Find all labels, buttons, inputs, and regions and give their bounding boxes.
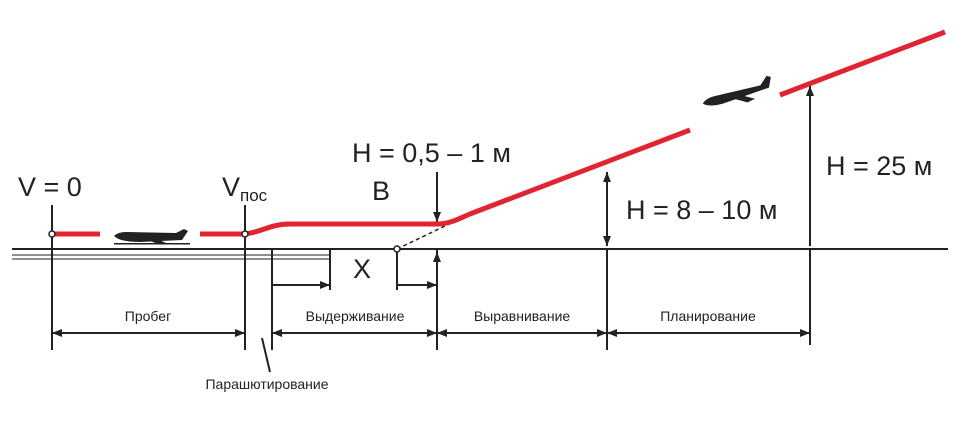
label: H = 8 – 10 м [626, 195, 777, 225]
label: H = 25 м [826, 151, 932, 181]
label: X [353, 254, 371, 284]
label: Пробег [125, 308, 171, 324]
plane-ground [114, 229, 190, 245]
plane-air [702, 75, 771, 106]
structure [12, 29, 948, 373]
label: B [372, 176, 390, 206]
label: V = 0 [18, 172, 82, 202]
label: Выдерживание [306, 308, 405, 324]
label: Парашютирование [205, 376, 328, 392]
label: Планирование [660, 308, 756, 324]
labels: V = 0 Vпос H = 0,5 – 1 м B H = 8 – 10 м … [18, 138, 932, 392]
label: H = 0,5 – 1 м [352, 138, 511, 168]
label-subscript: пос [240, 186, 268, 205]
label: Выравнивание [474, 308, 571, 324]
label: V [222, 172, 240, 202]
label: Vпос [222, 172, 268, 205]
